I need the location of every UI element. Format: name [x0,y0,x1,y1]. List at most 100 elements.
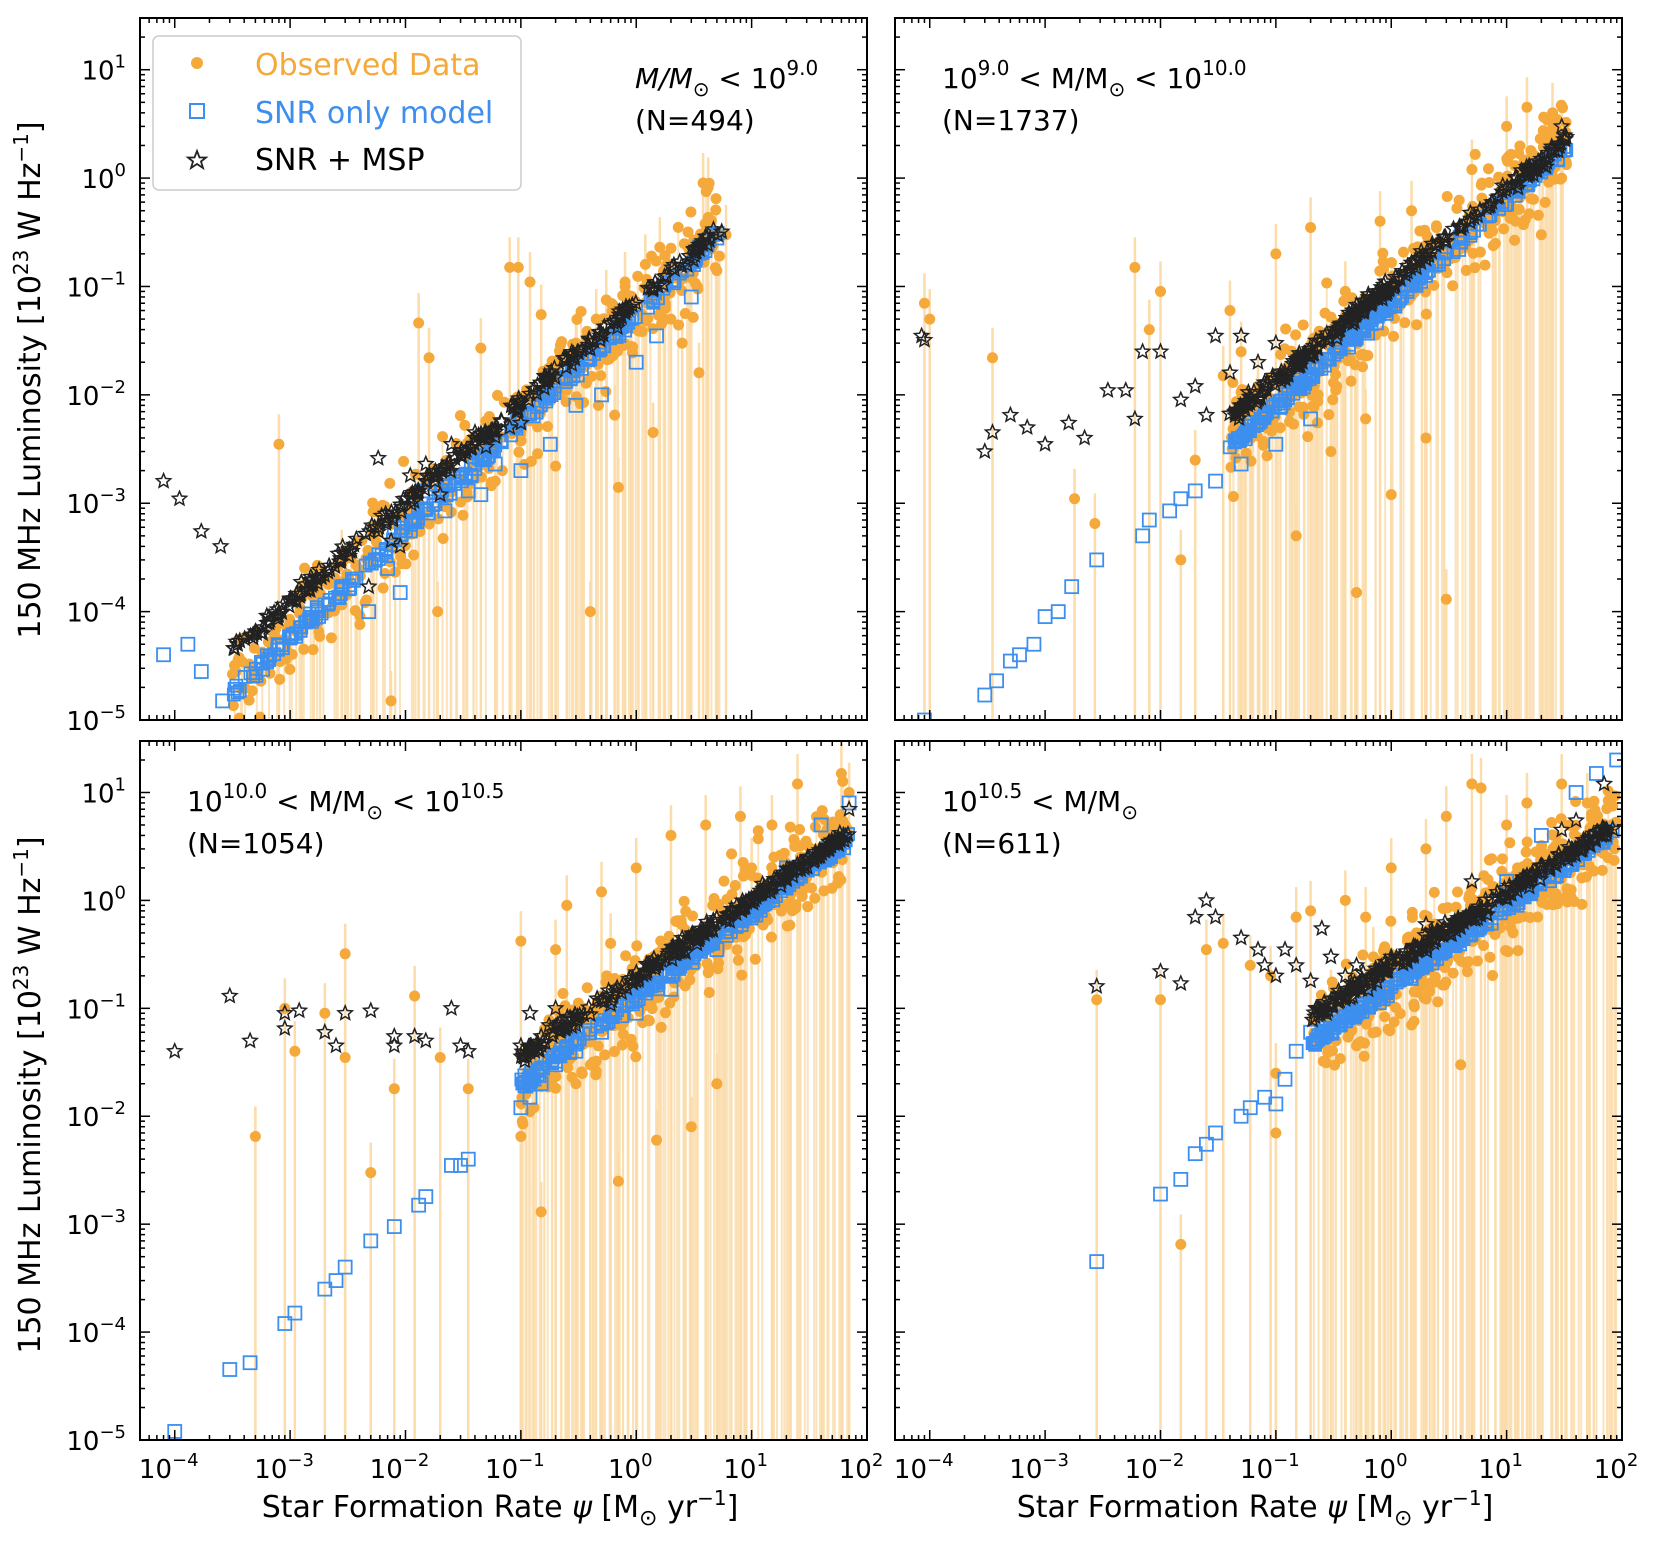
observed-point [1069,493,1081,505]
snr-point [328,1273,344,1288]
snr-point [418,1189,434,1205]
observed-point [1367,951,1379,963]
y-tick-label: 101 [81,774,126,809]
msp-point [665,260,684,278]
observed-point [1297,319,1309,331]
observed-point [1539,196,1551,208]
msp-point [751,881,770,899]
observed-point [1589,804,1601,816]
observed-point [809,892,821,904]
msp-point [385,1026,404,1044]
observed-point [1290,530,1302,542]
observed-point [1450,901,1462,913]
observed-point [1280,323,1292,335]
observed-point [432,606,444,618]
observed-point [1479,259,1491,271]
msp-point [680,246,699,264]
observed-point [1382,1023,1394,1035]
snr-point [672,962,687,976]
observed-point [1235,346,1247,358]
panel-annotation-mass: M/M⊙ < 109.0 [635,56,818,101]
msp-point [220,986,239,1004]
observed-point [1504,212,1516,224]
observed-point [1378,325,1390,337]
observed-point [367,497,379,509]
msp-point [579,998,598,1016]
observed-point [233,652,245,664]
observed-point [532,421,544,433]
observed-point [1483,176,1495,188]
observed-point [702,211,714,223]
observed-point [692,283,704,295]
msp-point [1549,141,1568,159]
msp-point [1412,241,1431,259]
observed-point [1546,829,1558,841]
observed-point [1476,192,1488,204]
observed-point [682,226,694,238]
y-tick-label: 10−2 [66,377,126,412]
msp-point [275,1019,294,1037]
msp-point [401,466,420,484]
observed-point [1411,319,1423,331]
observed-point [254,711,266,720]
snr-point [464,469,479,484]
observed-point [1453,194,1465,206]
observed-point [749,953,761,965]
msp-point [670,942,689,960]
msp-point [360,521,379,540]
msp-point [336,1003,355,1021]
observed-point [685,1121,697,1133]
observed-point [1538,111,1550,123]
observed-point [1501,120,1513,132]
plot-area [912,77,1576,720]
snr-point [667,276,681,291]
panel-bottom-left: 10−5 10−4 10−3 10−2 10−1 100 101 10−4 10−3 10−2 10… [66,740,884,1485]
observed-point [1471,955,1483,967]
observed-point [576,1066,588,1078]
msp-point [672,256,691,274]
observed-point [1377,945,1389,957]
msp-point [1186,376,1205,394]
msp-point [579,335,598,353]
x-tick-label: 102 [839,1450,884,1485]
msp-point [1372,284,1391,302]
observed-point [1523,208,1535,220]
msp-point [492,411,511,429]
y-axis-label-bottom: 150 MHz Luminosity [1023 W Hz−1] [9,836,48,1353]
y-tick-label: 10−1 [66,268,126,303]
observed-point [1561,883,1573,895]
x-tick-label: 10−1 [485,1450,545,1485]
x-tick-label: 101 [723,1450,768,1485]
observed-point [1351,587,1363,599]
observed-point [1466,778,1478,790]
observed-point [1357,949,1369,961]
snr-point [437,503,453,519]
observed-point [659,1007,671,1019]
msp-point [486,427,505,445]
observed-point [1360,911,1372,923]
msp-point [211,536,230,554]
observed-point [1559,893,1571,905]
observed-point [409,990,421,1002]
msp-point [816,839,835,857]
observed-point [625,340,637,352]
observed-point [835,767,847,779]
msp-point [310,560,329,578]
observed-point [1399,317,1411,329]
observed-point [557,987,569,999]
observed-point [1397,246,1409,258]
panel-annotation-count: (N=494) [635,104,755,137]
msp-point [451,445,470,463]
observed-point [784,821,796,833]
msp-point [377,511,396,529]
observed-point [1555,813,1567,825]
observed-point [457,509,469,521]
msp-point [359,577,378,595]
snr-point [604,1010,619,1025]
observed-point [619,276,631,288]
snr-point [1393,291,1408,306]
msp-point [1355,297,1374,315]
observed-point [1345,375,1357,387]
msp-point [606,981,625,999]
observed-point [1385,862,1397,874]
